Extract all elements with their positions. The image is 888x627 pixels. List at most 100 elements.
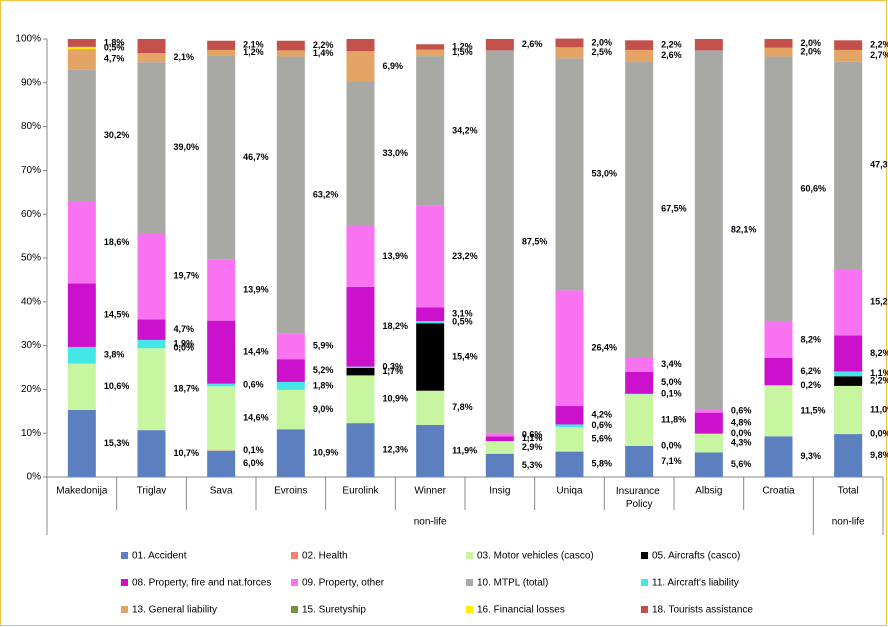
bar-segment [764, 385, 793, 437]
bar-segment [694, 409, 723, 413]
value-label: 2,6% [522, 39, 543, 49]
x-tick-label: Sava [210, 486, 233, 497]
bar-segment [555, 451, 584, 477]
bar-segment [834, 376, 863, 386]
value-label: 1,4% [313, 48, 334, 58]
value-label: 2,1% [174, 52, 195, 62]
legend-swatch [121, 552, 128, 559]
value-label: 1,1% [522, 433, 543, 443]
y-tick-label: 60% [21, 209, 41, 220]
legend-label: 15. Suretyship [302, 605, 366, 616]
value-label: 1,9% [174, 338, 195, 348]
value-label: 39,0% [174, 142, 200, 152]
x-tick-label: Albsig [695, 486, 722, 497]
bar-segment [67, 69, 96, 202]
bar-segment [694, 50, 723, 410]
value-label: 2,0% [592, 37, 613, 47]
bar-segment [67, 201, 96, 284]
bar-segment [555, 58, 584, 291]
value-label: 34,2% [452, 125, 478, 135]
bar-segment [834, 268, 863, 336]
legend-swatch [641, 579, 648, 586]
value-label: 1,7% [383, 366, 404, 376]
value-label: 0,1% [661, 388, 682, 398]
y-tick-label: 70% [21, 165, 41, 176]
bar-segment [694, 452, 723, 477]
value-label: 2,0% [801, 38, 822, 48]
bar-segment [834, 385, 863, 435]
value-label: 13,9% [243, 285, 269, 295]
value-label: 5,2% [313, 365, 334, 375]
y-tick-label: 20% [21, 384, 41, 395]
legend-swatch [291, 579, 298, 586]
bar-segment [346, 51, 375, 82]
bar-segment [834, 335, 863, 372]
bar-segment [555, 290, 584, 407]
bar-segment [834, 40, 863, 50]
value-label: 53,0% [592, 169, 618, 179]
y-tick-label: 40% [21, 296, 41, 307]
value-label: 5,6% [592, 434, 613, 444]
value-label: 0,6% [243, 379, 264, 389]
value-label: 15,2% [870, 297, 888, 307]
bar-segment [625, 394, 654, 446]
y-tick-label: 90% [21, 77, 41, 88]
value-label: 10,7% [174, 448, 200, 458]
bar-segment [67, 49, 96, 70]
legend-label: 03. Motor vehicles (casco) [477, 551, 594, 562]
bar-segment [137, 430, 166, 477]
y-tick-label: 50% [21, 253, 41, 264]
bar-segment [276, 40, 305, 51]
value-label: 7,1% [661, 456, 682, 466]
value-label: 2,7% [870, 50, 888, 60]
bar-segment [207, 55, 236, 260]
bar-segment [764, 321, 793, 358]
legend-label: 13. General liability [132, 605, 217, 616]
legend-swatch [466, 606, 473, 613]
bar-segment [694, 412, 723, 434]
value-label: 7,8% [452, 402, 473, 412]
bar-segment [834, 434, 863, 477]
value-label: 67,5% [661, 204, 687, 214]
bar-segment [416, 307, 445, 322]
bar-segment [834, 61, 863, 269]
bar-segment [485, 441, 514, 454]
bar-segment [67, 46, 96, 50]
bar-segment [207, 320, 236, 384]
value-label: 11,8% [661, 414, 686, 424]
value-label: 0,1% [243, 445, 264, 455]
value-label: 26,4% [592, 343, 618, 353]
value-label: 46,7% [243, 152, 269, 162]
value-label: 0,6% [592, 420, 613, 430]
bar-segment [346, 367, 375, 376]
value-label: 4,7% [104, 54, 125, 64]
value-label: 0,0% [731, 428, 752, 438]
bar-segment [834, 371, 863, 377]
value-label: 2,2% [870, 40, 888, 50]
value-label: 0,5% [104, 42, 125, 52]
legend-label: 11. Aircraft's liability [652, 578, 739, 589]
group-label: non-life [414, 517, 447, 528]
value-label: 2,2% [313, 40, 334, 50]
value-label: 10,6% [104, 381, 130, 391]
value-label: 0,3% [383, 362, 404, 372]
value-label: 15,3% [104, 438, 130, 448]
value-label: 10,9% [383, 394, 409, 404]
value-label: 2,2% [870, 375, 888, 385]
value-label: 5,8% [592, 459, 613, 469]
value-label: 1,8% [313, 380, 334, 390]
bar-segment [207, 40, 236, 50]
value-label: 15,4% [452, 351, 478, 361]
value-label: 12,3% [383, 444, 409, 454]
value-label: 82,1% [731, 225, 757, 235]
value-label: 6,0% [243, 458, 264, 468]
value-label: 9,8% [870, 450, 888, 460]
bar-segment [137, 348, 166, 431]
bar-segment [276, 333, 305, 360]
value-label: 60,6% [801, 184, 827, 194]
bar-segment [625, 49, 654, 62]
legend-swatch [121, 606, 128, 613]
bar-segment [485, 433, 514, 437]
value-label: 0,6% [522, 429, 543, 439]
